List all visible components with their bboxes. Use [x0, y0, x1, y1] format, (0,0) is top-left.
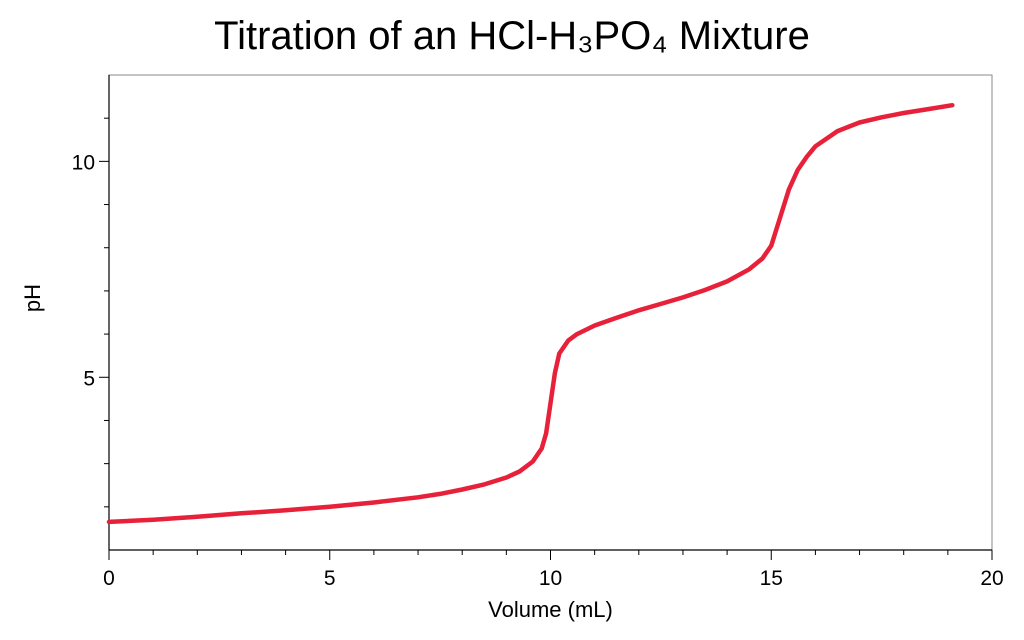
x-axis-ticks: 0 5 10 15 20 — [103, 550, 1004, 590]
x-tick-label: 5 — [324, 567, 336, 590]
y-tick-label: 10 — [72, 151, 95, 174]
x-tick-label: 10 — [539, 567, 562, 590]
x-axis-label: Volume (mL) — [488, 597, 613, 622]
y-axis-label: pH — [20, 284, 45, 312]
x-tick-label: 15 — [760, 567, 783, 590]
x-tick-label: 0 — [103, 567, 115, 590]
chart-title: Titration of an HCl-H₃PO₄ Mixture — [214, 14, 810, 58]
plot-border — [108, 74, 993, 551]
y-tick-label: 5 — [83, 367, 95, 390]
x-tick-label: 20 — [980, 567, 1003, 590]
y-axis-ticks: 5 10 — [72, 117, 109, 508]
plot-frame — [108, 74, 993, 551]
ph-curve-line — [106, 102, 955, 525]
